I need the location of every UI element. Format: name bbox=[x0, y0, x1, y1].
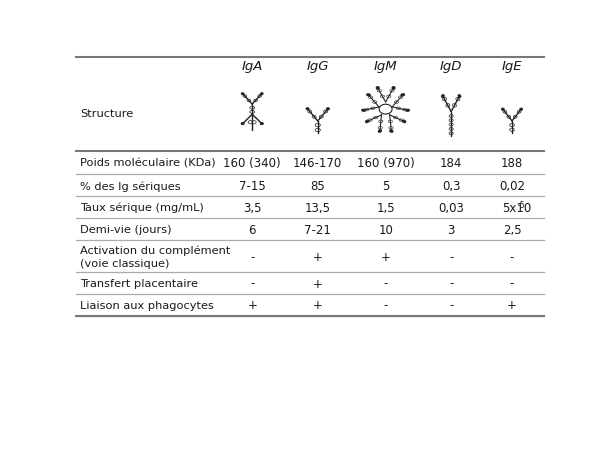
Ellipse shape bbox=[458, 95, 461, 98]
Ellipse shape bbox=[241, 94, 244, 95]
Text: IgA: IgA bbox=[242, 60, 263, 73]
Text: +: + bbox=[381, 250, 391, 263]
Text: 146-170: 146-170 bbox=[293, 157, 342, 170]
Ellipse shape bbox=[260, 123, 263, 126]
Text: 1,5: 1,5 bbox=[376, 202, 395, 214]
Text: +: + bbox=[313, 277, 323, 290]
Ellipse shape bbox=[405, 110, 410, 112]
Ellipse shape bbox=[366, 94, 371, 97]
Text: -: - bbox=[250, 250, 254, 263]
Text: -: - bbox=[449, 299, 454, 312]
Text: Taux sérique (mg/mL): Taux sérique (mg/mL) bbox=[80, 202, 204, 213]
Ellipse shape bbox=[361, 110, 365, 112]
Ellipse shape bbox=[326, 108, 330, 111]
Ellipse shape bbox=[378, 130, 382, 133]
Text: 2,5: 2,5 bbox=[503, 223, 521, 236]
Text: 13,5: 13,5 bbox=[305, 202, 331, 214]
Text: 85: 85 bbox=[310, 179, 325, 192]
Ellipse shape bbox=[260, 94, 263, 95]
Text: -: - bbox=[510, 277, 514, 290]
Text: Structure: Structure bbox=[80, 108, 133, 118]
Text: -: - bbox=[384, 299, 388, 312]
Text: 5: 5 bbox=[382, 179, 390, 192]
Text: -: - bbox=[250, 277, 254, 290]
Ellipse shape bbox=[501, 109, 504, 111]
Text: Transfert placentaire: Transfert placentaire bbox=[80, 279, 198, 288]
Text: +: + bbox=[313, 250, 323, 263]
Text: -: - bbox=[510, 250, 514, 263]
Text: -: - bbox=[449, 250, 454, 263]
Ellipse shape bbox=[376, 87, 379, 90]
Text: -: - bbox=[384, 277, 388, 290]
Text: IgG: IgG bbox=[306, 60, 329, 73]
Text: +: + bbox=[313, 299, 323, 312]
Ellipse shape bbox=[365, 121, 369, 124]
Text: Poids moléculaire (KDa): Poids moléculaire (KDa) bbox=[80, 158, 216, 168]
Ellipse shape bbox=[306, 108, 309, 111]
Ellipse shape bbox=[442, 95, 445, 98]
Ellipse shape bbox=[390, 130, 393, 133]
Text: Demi-vie (jours): Demi-vie (jours) bbox=[80, 225, 172, 235]
Text: 7-15: 7-15 bbox=[239, 179, 266, 192]
Ellipse shape bbox=[392, 87, 395, 90]
Text: 160 (970): 160 (970) bbox=[357, 157, 414, 170]
Text: 0,3: 0,3 bbox=[442, 179, 460, 192]
Text: -: - bbox=[449, 277, 454, 290]
Ellipse shape bbox=[402, 121, 406, 124]
Text: 3,5: 3,5 bbox=[243, 202, 262, 214]
Text: 6: 6 bbox=[248, 223, 256, 236]
Text: IgD: IgD bbox=[440, 60, 463, 73]
Text: % des Ig sériques: % des Ig sériques bbox=[80, 180, 181, 191]
Text: +: + bbox=[507, 299, 517, 312]
Ellipse shape bbox=[400, 94, 405, 97]
Text: Liaison aux phagocytes: Liaison aux phagocytes bbox=[80, 300, 214, 310]
Text: 0,03: 0,03 bbox=[439, 202, 464, 214]
Text: -5: -5 bbox=[518, 201, 525, 209]
Text: 160 (340): 160 (340) bbox=[223, 157, 281, 170]
Text: +: + bbox=[247, 299, 257, 312]
Ellipse shape bbox=[241, 123, 244, 126]
Text: IgM: IgM bbox=[374, 60, 397, 73]
Text: Activation du complément
(voie classique): Activation du complément (voie classique… bbox=[80, 245, 231, 268]
Text: 3: 3 bbox=[448, 223, 455, 236]
Text: 0,02: 0,02 bbox=[499, 179, 525, 192]
Text: 7-21: 7-21 bbox=[304, 223, 331, 236]
Text: IgE: IgE bbox=[502, 60, 522, 73]
Text: 5x10: 5x10 bbox=[502, 202, 531, 214]
Text: 10: 10 bbox=[378, 223, 393, 236]
Ellipse shape bbox=[519, 109, 522, 111]
Text: 184: 184 bbox=[440, 157, 462, 170]
Text: 188: 188 bbox=[501, 157, 523, 170]
